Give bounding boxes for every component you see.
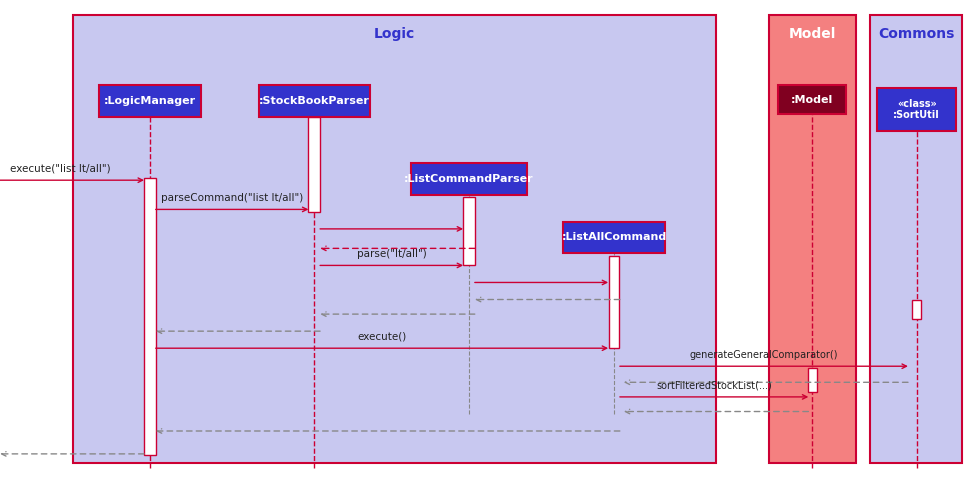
Text: :StockBookParser: :StockBookParser bbox=[259, 96, 369, 106]
Bar bbox=[778, 85, 846, 114]
Bar bbox=[609, 256, 619, 348]
Bar bbox=[100, 85, 201, 117]
Bar bbox=[463, 197, 475, 265]
Bar bbox=[808, 368, 816, 392]
Bar bbox=[144, 178, 156, 455]
Text: generateGeneralComparator(): generateGeneralComparator() bbox=[689, 350, 838, 360]
Text: «class»
:SortUtil: «class» :SortUtil bbox=[894, 99, 940, 120]
Text: :ListAllCommand: :ListAllCommand bbox=[562, 232, 666, 243]
Text: sortFilteredStockList(...): sortFilteredStockList(...) bbox=[657, 380, 772, 391]
Bar bbox=[913, 300, 921, 319]
Bar bbox=[308, 117, 320, 212]
Text: Logic: Logic bbox=[373, 27, 415, 41]
Bar bbox=[769, 15, 856, 463]
Bar bbox=[564, 222, 665, 253]
Bar bbox=[870, 15, 962, 463]
Bar bbox=[411, 163, 527, 195]
Text: parseCommand("list lt/all"): parseCommand("list lt/all") bbox=[161, 193, 304, 203]
Text: parse("lt/all"): parse("lt/all") bbox=[357, 249, 426, 259]
Bar bbox=[73, 15, 716, 463]
Bar bbox=[259, 85, 369, 117]
Text: :Model: :Model bbox=[791, 95, 834, 105]
Text: Commons: Commons bbox=[878, 27, 954, 41]
Text: execute("list lt/all"): execute("list lt/all") bbox=[10, 164, 110, 174]
Text: :ListCommandParser: :ListCommandParser bbox=[404, 174, 534, 184]
Text: Model: Model bbox=[789, 27, 835, 41]
Bar bbox=[877, 88, 956, 131]
Text: execute(): execute() bbox=[358, 332, 406, 342]
Text: :LogicManager: :LogicManager bbox=[103, 96, 196, 106]
